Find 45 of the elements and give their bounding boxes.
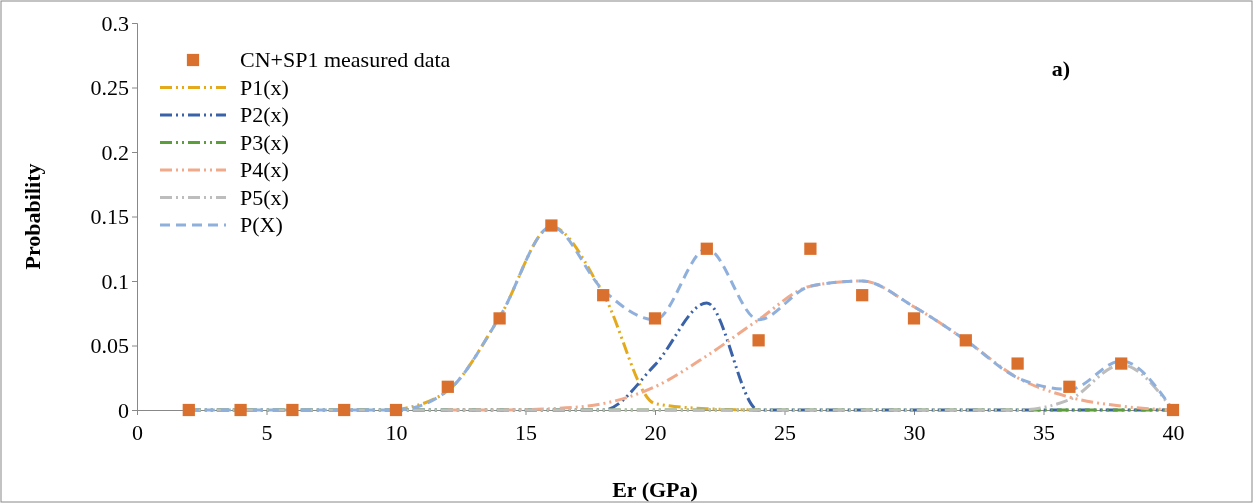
point (234, 403, 247, 417)
point (804, 242, 817, 255)
point (389, 403, 403, 417)
y-tick-label: 0.1 (101, 268, 129, 294)
point (1063, 380, 1076, 393)
point (700, 242, 713, 255)
y-tick-label: 0.3 (101, 10, 129, 36)
y-tick-label: 0 (118, 397, 129, 423)
point (1115, 357, 1128, 370)
point (493, 312, 506, 325)
point (1166, 403, 1180, 417)
x-tick-label: 40 (1162, 420, 1185, 445)
legend-label: P4(x) (240, 157, 289, 182)
x-tick-label: 25 (774, 420, 796, 445)
x-tick-label: 20 (644, 420, 667, 445)
legend-label: P(X) (240, 212, 283, 237)
point (545, 219, 558, 232)
x-tick-label: 15 (515, 420, 537, 445)
y-tick-label: 0.15 (90, 204, 129, 230)
legend-label: P2(x) (240, 102, 289, 127)
point (441, 380, 454, 393)
legend-label: P1(x) (240, 74, 289, 100)
legend-label: P3(x) (240, 129, 289, 155)
y-tick-label: 0.25 (90, 75, 129, 101)
y-tick-label: 0.05 (90, 333, 129, 359)
x-tick-label: 35 (1033, 420, 1055, 445)
x-tick-label: 5 (261, 420, 273, 445)
point (959, 334, 972, 347)
x-tick-label: 10 (385, 420, 408, 445)
annotation: a) (1051, 56, 1070, 81)
point (907, 312, 921, 325)
x-axis-title: Er (GPa) (612, 477, 698, 502)
legend-label: P5(x) (240, 184, 289, 210)
y-axis-title: Probability (20, 163, 45, 270)
point (338, 403, 351, 417)
x-tick-label: 30 (903, 420, 926, 445)
y-tick-label: 0.2 (101, 139, 129, 165)
point (752, 334, 765, 347)
point (597, 289, 610, 302)
point (182, 403, 195, 417)
point (1011, 357, 1024, 370)
point (286, 403, 299, 417)
point (648, 312, 662, 325)
legend-label: CN+SP1 measured data (240, 47, 451, 72)
point (856, 289, 869, 302)
